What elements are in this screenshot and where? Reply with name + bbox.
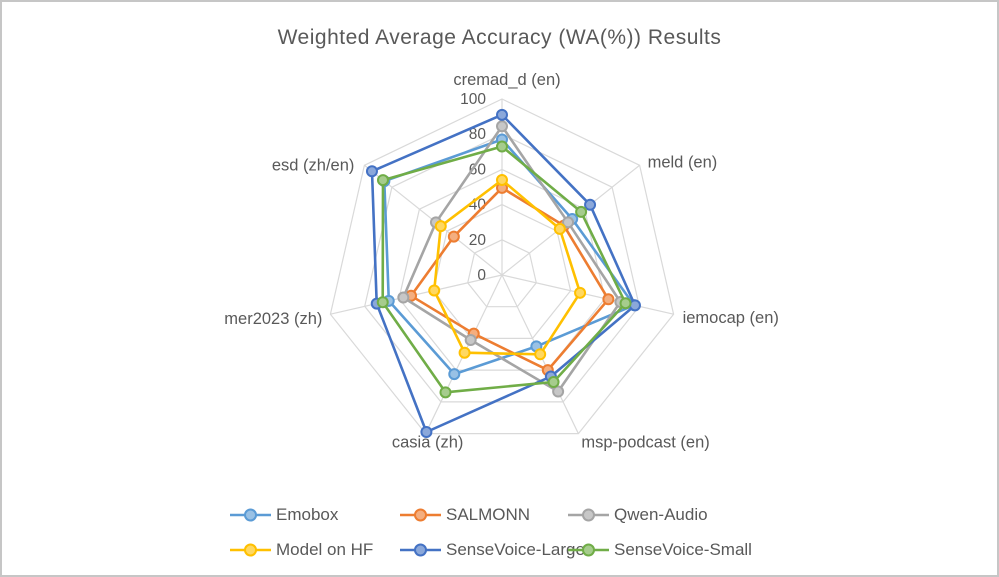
- data-point-marker: [553, 222, 566, 235]
- legend-marker-icon: [230, 508, 271, 522]
- radial-tick-label: 60: [469, 161, 487, 178]
- grid-ring: [364, 133, 640, 403]
- legend-label: Model on HF: [276, 540, 374, 559]
- data-point-marker: [602, 293, 615, 306]
- legend-label: SenseVoice-Small: [614, 540, 752, 559]
- legend-label: SALMONN: [446, 505, 531, 524]
- grid-ring: [467, 239, 537, 308]
- legend-item: Emobox: [230, 504, 338, 526]
- legend-label: Qwen-Audio: [614, 505, 708, 524]
- data-point-marker: [420, 425, 433, 438]
- grid-ring: [432, 203, 572, 339]
- axis-label: iemocap (en): [683, 309, 779, 327]
- data-point-marker: [496, 120, 508, 133]
- data-point-marker: [619, 297, 632, 310]
- data-point-marker: [376, 174, 389, 187]
- data-point-marker: [562, 216, 575, 229]
- series-polygon: [432, 178, 582, 356]
- legend-marker-icon: [568, 508, 609, 522]
- axis-label: esd (zh/en): [272, 156, 355, 174]
- data-point-marker: [428, 284, 441, 297]
- axis-label: casia (zh): [392, 434, 464, 452]
- radial-tick-label: 100: [460, 91, 486, 108]
- data-point-marker: [447, 230, 460, 243]
- series-polygon: [381, 145, 627, 394]
- legend-marker-icon: [230, 543, 271, 557]
- series-polygon: [370, 113, 637, 434]
- axis-label: msp-podcast (en): [581, 434, 709, 452]
- chart-title: Weighted Average Accuracy (WA(%)) Result…: [277, 26, 722, 49]
- series-polygon: [409, 186, 610, 372]
- legend-label: Emobox: [276, 505, 339, 524]
- data-point-marker: [575, 205, 588, 218]
- data-point-marker: [552, 385, 565, 398]
- data-point-marker: [628, 299, 641, 312]
- data-point-marker: [448, 368, 461, 381]
- data-point-marker: [534, 348, 547, 361]
- legend-marker-icon: [400, 543, 441, 557]
- data-point-marker: [397, 291, 410, 304]
- legend-item: SenseVoice-Small: [568, 539, 752, 561]
- axis-spoke: [501, 274, 674, 315]
- legend-item: SenseVoice-Large: [400, 539, 585, 561]
- axis-label: mer2023 (zh): [224, 310, 322, 328]
- data-point-marker: [464, 334, 477, 347]
- legend-marker-icon: [400, 508, 441, 522]
- radial-tick-label: 80: [469, 126, 487, 143]
- grid-ring: [329, 98, 675, 435]
- data-point-marker: [365, 165, 378, 178]
- data-point-marker: [496, 140, 508, 153]
- data-point-marker: [584, 198, 597, 211]
- series-polygon: [382, 138, 636, 376]
- legend-item: Model on HF: [230, 539, 373, 561]
- legend-item: SALMONN: [400, 504, 530, 526]
- axis-label: meld (en): [648, 153, 718, 171]
- data-point-marker: [376, 296, 389, 309]
- legend-label: SenseVoice-Large: [446, 540, 585, 559]
- series-polygon: [401, 125, 622, 393]
- axis-label: cremad_d (en): [453, 71, 560, 89]
- data-point-marker: [439, 386, 452, 399]
- radial-tick-label: 20: [469, 232, 487, 249]
- data-point-marker: [496, 173, 508, 186]
- data-point-marker: [434, 220, 447, 233]
- radial-tick-label: 0: [477, 267, 486, 284]
- data-point-marker: [547, 376, 560, 389]
- legend-marker-icon: [568, 543, 609, 557]
- data-point-marker: [458, 346, 471, 359]
- legend-item: Qwen-Audio: [568, 504, 708, 526]
- data-point-marker: [496, 108, 508, 121]
- data-point-marker: [574, 286, 587, 299]
